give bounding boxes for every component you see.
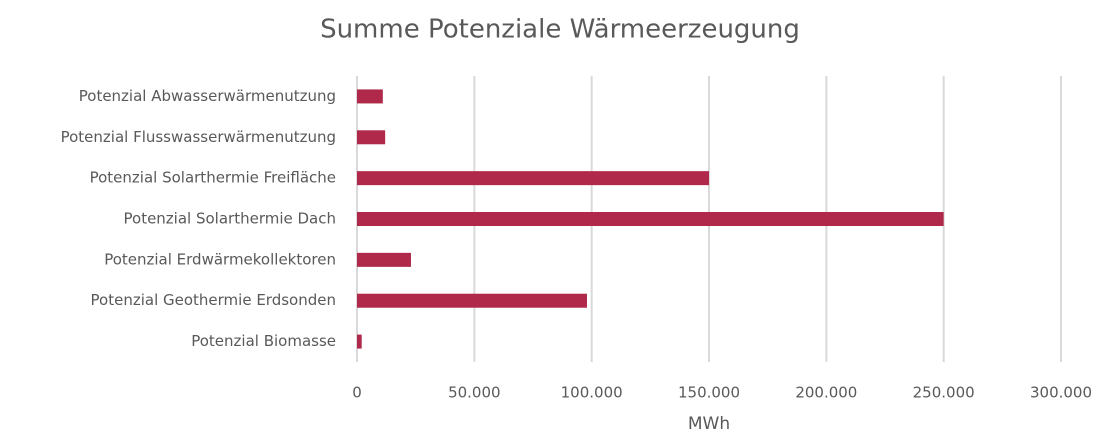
- x-tick-label: 150.000: [678, 384, 740, 402]
- y-tick-label: Potenzial Abwasserwärmenutzung: [79, 87, 336, 105]
- y-tick-label: Potenzial Flusswasserwärmenutzung: [61, 128, 336, 146]
- bar: [357, 171, 709, 186]
- x-tick-label: 0: [352, 384, 362, 402]
- bar: [357, 293, 587, 308]
- x-tick-label: 300.000: [1030, 384, 1092, 402]
- y-tick-label: Potenzial Solarthermie Dach: [124, 210, 337, 228]
- chart-title: Summe Potenziale Wärmeerzeugung: [320, 15, 800, 45]
- x-tick-label: 250.000: [913, 384, 975, 402]
- bar: [357, 252, 411, 267]
- y-tick-label: Potenzial Erdwärmekollektoren: [104, 250, 336, 268]
- bar: [357, 212, 944, 226]
- bar: [357, 334, 362, 349]
- y-tick-label: Potenzial Geothermie Erdsonden: [91, 291, 336, 309]
- x-axis-label: MWh: [688, 414, 730, 434]
- bar: [357, 130, 386, 145]
- bar: [357, 89, 383, 104]
- x-tick-label: 50.000: [448, 384, 501, 402]
- y-tick-label: Potenzial Biomasse: [191, 332, 336, 350]
- y-tick-label: Potenzial Solarthermie Freifläche: [90, 169, 336, 187]
- x-tick-label: 200.000: [795, 384, 857, 402]
- x-tick-label: 100.000: [561, 384, 623, 402]
